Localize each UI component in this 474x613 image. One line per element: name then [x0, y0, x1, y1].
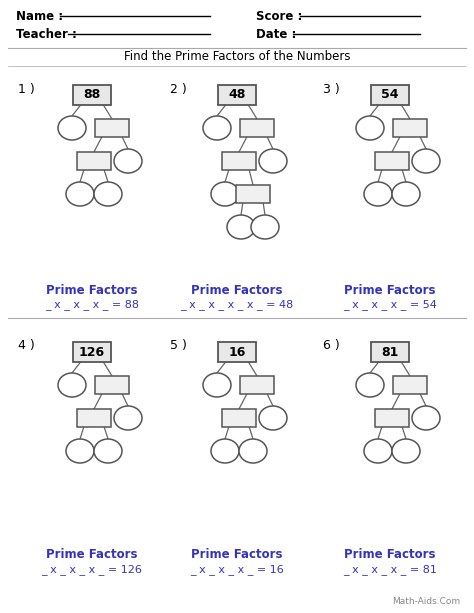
- FancyBboxPatch shape: [371, 342, 409, 362]
- Text: 3 ): 3 ): [323, 83, 340, 96]
- Text: Prime Factors: Prime Factors: [191, 283, 283, 297]
- Text: 81: 81: [381, 346, 399, 359]
- Text: 2 ): 2 ): [170, 83, 187, 96]
- Text: 6 ): 6 ): [323, 340, 340, 352]
- Ellipse shape: [94, 439, 122, 463]
- FancyBboxPatch shape: [236, 185, 270, 203]
- Text: Score :: Score :: [256, 9, 302, 23]
- FancyBboxPatch shape: [77, 409, 111, 427]
- FancyBboxPatch shape: [218, 85, 256, 105]
- FancyBboxPatch shape: [95, 119, 129, 137]
- Ellipse shape: [364, 439, 392, 463]
- Text: Prime Factors: Prime Factors: [344, 283, 436, 297]
- Ellipse shape: [412, 406, 440, 430]
- FancyBboxPatch shape: [222, 409, 256, 427]
- Ellipse shape: [392, 439, 420, 463]
- FancyBboxPatch shape: [375, 409, 409, 427]
- FancyBboxPatch shape: [240, 119, 274, 137]
- Text: Math-Aids.Com: Math-Aids.Com: [392, 597, 460, 606]
- Text: Name :: Name :: [16, 9, 63, 23]
- Text: 5 ): 5 ): [170, 340, 187, 352]
- Ellipse shape: [114, 149, 142, 173]
- Text: 16: 16: [228, 346, 246, 359]
- Ellipse shape: [356, 116, 384, 140]
- FancyBboxPatch shape: [393, 376, 427, 394]
- Text: Date :: Date :: [256, 28, 296, 40]
- FancyBboxPatch shape: [73, 342, 111, 362]
- Text: _ x _ x _ x _ = 126: _ x _ x _ x _ = 126: [42, 565, 143, 576]
- Ellipse shape: [392, 182, 420, 206]
- Ellipse shape: [211, 182, 239, 206]
- Text: 4 ): 4 ): [18, 340, 35, 352]
- Text: _ x _ x _ x _ x _ = 48: _ x _ x _ x _ x _ = 48: [181, 300, 293, 310]
- Text: Prime Factors: Prime Factors: [46, 549, 138, 562]
- Ellipse shape: [412, 149, 440, 173]
- Ellipse shape: [58, 116, 86, 140]
- Ellipse shape: [94, 182, 122, 206]
- Ellipse shape: [203, 116, 231, 140]
- Ellipse shape: [58, 373, 86, 397]
- Text: _ x _ x _ x _ = 81: _ x _ x _ x _ = 81: [343, 565, 437, 576]
- FancyBboxPatch shape: [240, 376, 274, 394]
- Text: _ x _ x _ x _ = 54: _ x _ x _ x _ = 54: [343, 300, 437, 310]
- FancyBboxPatch shape: [77, 152, 111, 170]
- Ellipse shape: [66, 439, 94, 463]
- Ellipse shape: [356, 373, 384, 397]
- Ellipse shape: [114, 406, 142, 430]
- Text: 48: 48: [228, 88, 246, 102]
- Ellipse shape: [203, 373, 231, 397]
- Ellipse shape: [259, 149, 287, 173]
- Ellipse shape: [364, 182, 392, 206]
- Text: 54: 54: [381, 88, 399, 102]
- Text: Prime Factors: Prime Factors: [344, 549, 436, 562]
- Ellipse shape: [239, 439, 267, 463]
- Ellipse shape: [211, 439, 239, 463]
- FancyBboxPatch shape: [375, 152, 409, 170]
- FancyBboxPatch shape: [393, 119, 427, 137]
- Text: Find the Prime Factors of the Numbers: Find the Prime Factors of the Numbers: [124, 50, 350, 64]
- Ellipse shape: [227, 215, 255, 239]
- Text: Prime Factors: Prime Factors: [191, 549, 283, 562]
- Text: Teacher :: Teacher :: [16, 28, 77, 40]
- FancyBboxPatch shape: [371, 85, 409, 105]
- FancyBboxPatch shape: [73, 85, 111, 105]
- Text: _ x _ x _ x _ = 88: _ x _ x _ x _ = 88: [45, 300, 139, 310]
- Ellipse shape: [259, 406, 287, 430]
- Ellipse shape: [66, 182, 94, 206]
- FancyBboxPatch shape: [218, 342, 256, 362]
- FancyBboxPatch shape: [222, 152, 256, 170]
- FancyBboxPatch shape: [95, 376, 129, 394]
- Text: 1 ): 1 ): [18, 83, 35, 96]
- Text: 126: 126: [79, 346, 105, 359]
- Text: _ x _ x _ x _ = 16: _ x _ x _ x _ = 16: [190, 565, 284, 576]
- Text: 88: 88: [83, 88, 100, 102]
- Ellipse shape: [251, 215, 279, 239]
- Text: Prime Factors: Prime Factors: [46, 283, 138, 297]
